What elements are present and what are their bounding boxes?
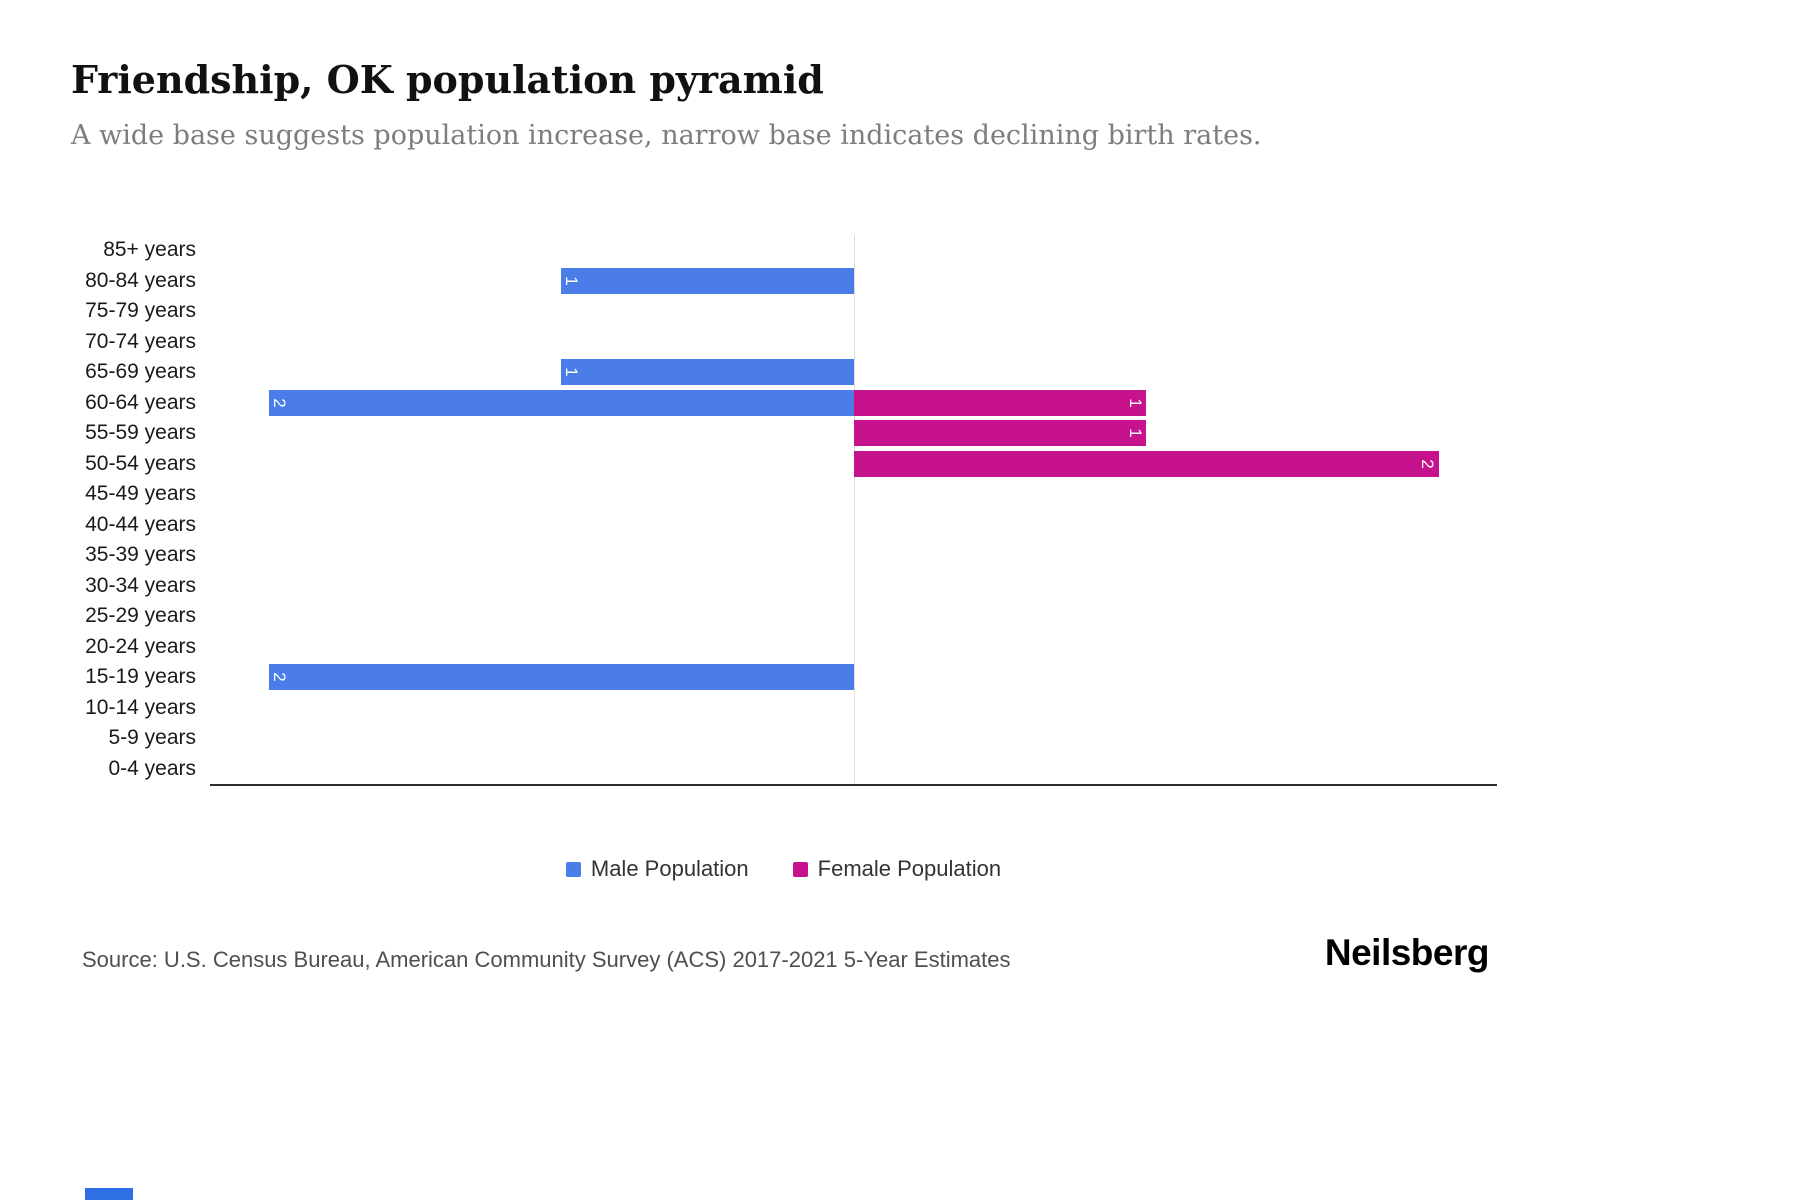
bar-value-label: 2 (269, 672, 289, 682)
plot-row (210, 601, 1497, 632)
plot-row (210, 754, 1497, 785)
plot-row (210, 571, 1497, 602)
bar-value-label: 1 (562, 275, 582, 286)
neilsberg-logo: Neilsberg (1324, 932, 1490, 973)
center-gridline (853, 235, 855, 784)
plot-row: 2 (210, 662, 1497, 693)
female-population-bar[interactable]: 2 (853, 450, 1439, 477)
age-label: 35-39 years (85, 543, 196, 566)
age-label: 85+ years (103, 238, 196, 261)
age-label: 55-59 years (85, 421, 196, 444)
plot-row (210, 723, 1497, 754)
female-legend-swatch (792, 861, 808, 877)
plot-row (210, 540, 1497, 571)
bottom-left-blue-strip (85, 1188, 133, 1200)
age-label: 10-14 years (85, 695, 196, 719)
male-population-bar[interactable]: 2 (268, 664, 854, 690)
plot-row: 1 (210, 357, 1497, 388)
age-label: 15-19 years (85, 665, 196, 688)
male-legend-swatch (565, 861, 581, 877)
age-label: 45-49 years (85, 482, 196, 505)
age-label: 5-9 years (108, 726, 196, 749)
male-population-bar[interactable]: 1 (561, 359, 854, 385)
female-population-bar[interactable]: 1 (853, 389, 1146, 416)
plot-row (210, 510, 1497, 541)
age-label: 70-74 years (85, 329, 196, 353)
male-population-bar[interactable]: 2 (268, 389, 854, 416)
age-label: 0-4 years (108, 756, 196, 780)
bar-value-label: 1 (562, 367, 582, 377)
age-label: 30-34 years (85, 573, 196, 597)
bar-value-label: 2 (269, 397, 289, 408)
age-label: 20-24 years (85, 634, 196, 658)
age-labels: 85+ years 80-84 years 75-79 years 70-74 yea… (70, 235, 210, 786)
age-label: 60-64 years (85, 390, 196, 414)
plot-row (210, 327, 1497, 358)
chart-title: Friendship, OK population pyramid (71, 57, 824, 102)
population-pyramid-chart: 85+ years 80-84 years 75-79 years 70-74 yea… (70, 235, 1497, 786)
plot-row (210, 632, 1497, 663)
bar-value-label: 2 (1418, 458, 1438, 469)
female-legend-label: Female Population (817, 856, 1002, 881)
plot-row: 1 (210, 266, 1497, 297)
plot-row (210, 296, 1497, 327)
legend-item-male[interactable]: Male Population (565, 856, 749, 882)
plot-row (210, 479, 1497, 510)
legend: Male Population Female Population (70, 856, 1497, 882)
age-label: 40-44 years (85, 512, 196, 536)
age-label: 65-69 years (85, 360, 196, 383)
female-population-bar[interactable]: 1 (853, 420, 1146, 446)
male-legend-label: Male Population (590, 856, 749, 881)
plot-row (210, 235, 1497, 266)
source-attribution: Source: U.S. Census Bureau, American Com… (82, 947, 1011, 972)
plot-row (210, 693, 1497, 724)
age-label: 80-84 years (85, 268, 196, 292)
legend-item-female[interactable]: Female Population (792, 856, 1002, 882)
male-population-bar[interactable]: 1 (561, 267, 854, 294)
chart-subtitle: A wide base suggests population increase… (71, 120, 1262, 151)
bar-value-label: 1 (1125, 428, 1145, 438)
plot-row: 2 (210, 449, 1497, 480)
plot-row: 1 (210, 418, 1497, 449)
age-label: 25-29 years (85, 604, 196, 627)
age-label: 50-54 years (85, 451, 196, 475)
bar-value-label: 1 (1125, 397, 1145, 408)
age-label: 75-79 years (85, 299, 196, 322)
